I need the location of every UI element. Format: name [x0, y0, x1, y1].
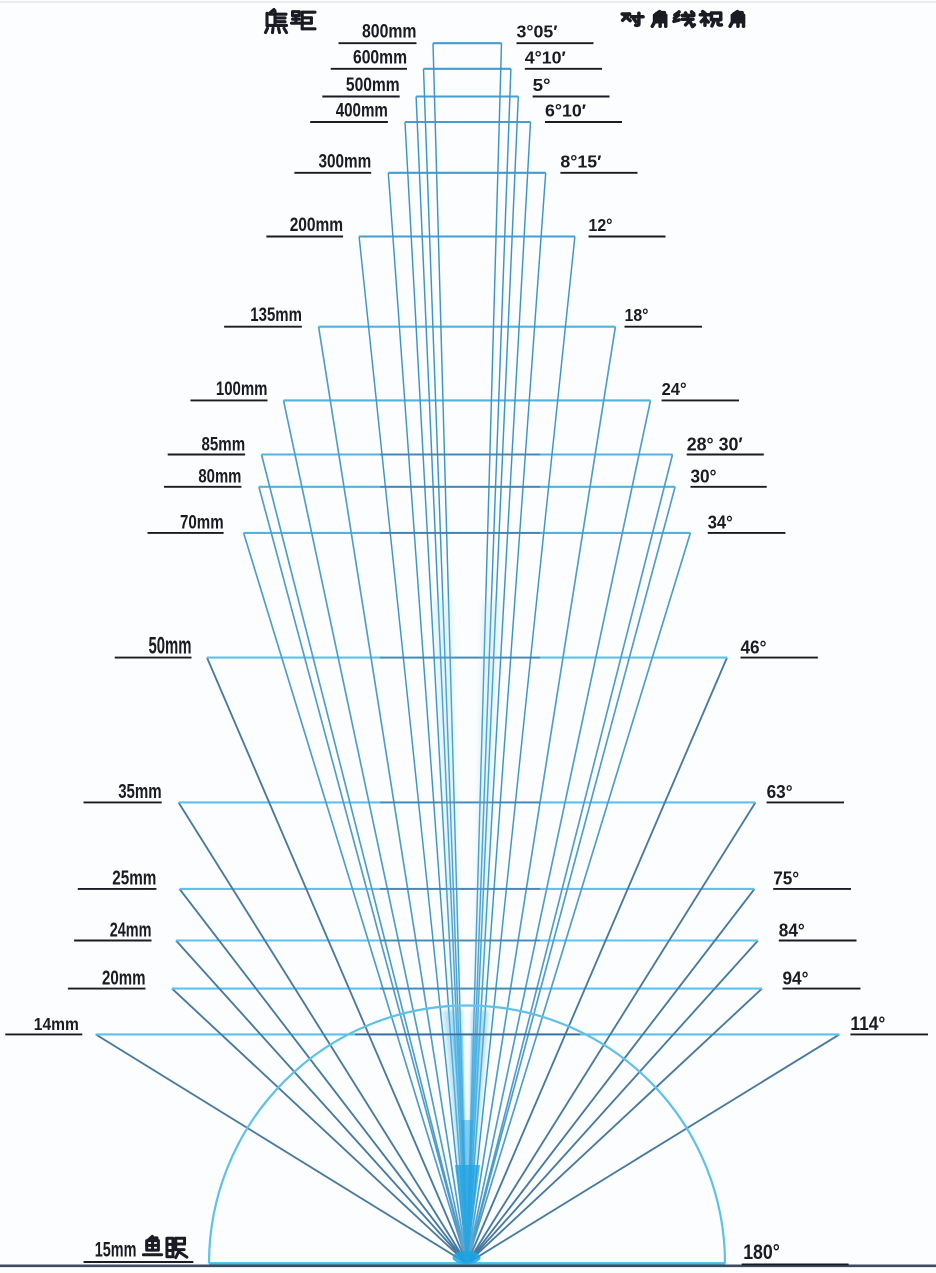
svg-text:24mm: 24mm	[110, 918, 152, 941]
svg-text:100mm: 100mm	[216, 379, 268, 400]
svg-text:14mm: 14mm	[34, 1014, 79, 1034]
svg-text:5°: 5°	[533, 75, 551, 95]
svg-text:25mm: 25mm	[112, 867, 156, 890]
svg-text:24°: 24°	[662, 379, 687, 399]
svg-text:94°: 94°	[783, 968, 809, 988]
svg-text:114°: 114°	[850, 1014, 885, 1035]
svg-text:500mm: 500mm	[346, 75, 400, 96]
svg-text:63°: 63°	[767, 782, 793, 802]
svg-text:135mm: 135mm	[250, 305, 302, 326]
svg-text:70mm: 70mm	[180, 513, 224, 534]
svg-text:46°: 46°	[741, 638, 767, 658]
svg-text:20mm: 20mm	[102, 966, 146, 989]
svg-text:600mm: 600mm	[353, 47, 407, 68]
svg-text:75°: 75°	[773, 869, 799, 889]
svg-text:15mm: 15mm	[95, 1239, 137, 1262]
svg-text:800mm: 800mm	[362, 22, 417, 43]
svg-text:84°: 84°	[779, 920, 805, 940]
svg-text:400mm: 400mm	[336, 101, 388, 122]
svg-text:12°: 12°	[589, 215, 613, 235]
svg-text:35mm: 35mm	[118, 780, 162, 803]
svg-text:28° 30′: 28° 30′	[687, 434, 743, 454]
svg-text:4°10′: 4°10′	[525, 47, 566, 67]
svg-text:18°: 18°	[625, 305, 649, 325]
svg-text:8°15′: 8°15′	[560, 151, 601, 171]
svg-text:180°: 180°	[743, 1241, 780, 1264]
svg-text:6°10′: 6°10′	[545, 101, 586, 121]
svg-text:85mm: 85mm	[202, 434, 246, 455]
svg-text:34°: 34°	[708, 513, 733, 533]
svg-text:80mm: 80mm	[198, 467, 241, 488]
svg-text:50mm: 50mm	[149, 633, 192, 660]
svg-text:30°: 30°	[691, 467, 717, 487]
svg-text:300mm: 300mm	[319, 151, 372, 172]
svg-text:200mm: 200mm	[290, 215, 343, 236]
svg-text:3°05′: 3°05′	[517, 22, 558, 42]
